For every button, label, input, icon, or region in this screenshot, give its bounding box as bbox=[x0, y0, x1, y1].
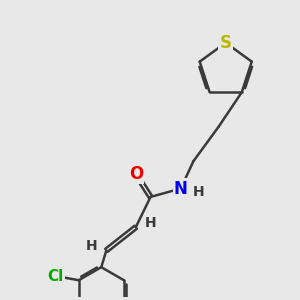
Text: S: S bbox=[220, 34, 232, 52]
Text: H: H bbox=[145, 216, 156, 230]
Text: Cl: Cl bbox=[47, 268, 64, 284]
Text: N: N bbox=[174, 179, 188, 197]
Text: O: O bbox=[129, 165, 143, 183]
Text: H: H bbox=[193, 185, 204, 199]
Text: H: H bbox=[86, 239, 98, 253]
